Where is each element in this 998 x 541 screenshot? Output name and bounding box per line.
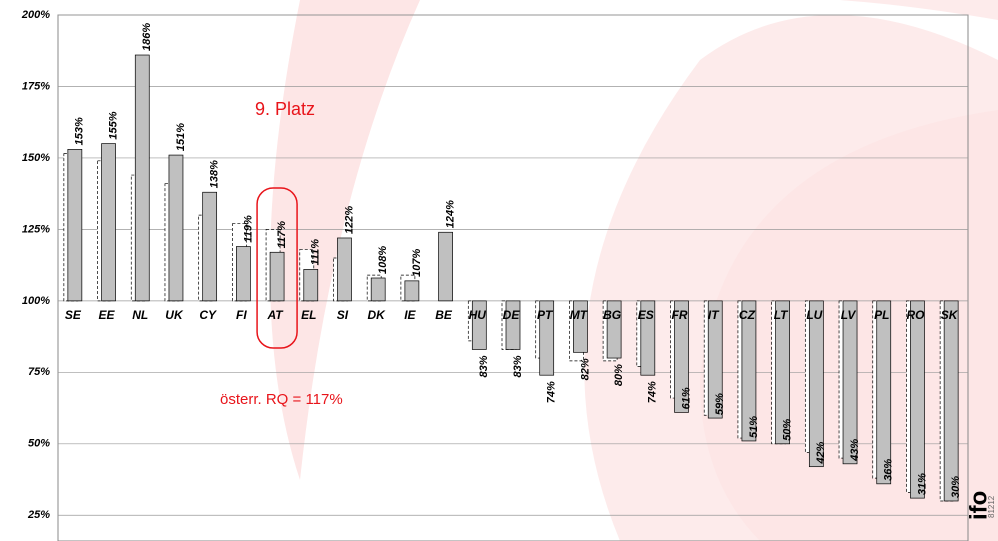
data-label: 122% [343,206,355,234]
x-tick-label: SI [337,308,349,322]
data-label: 43% [849,439,861,462]
x-tick-label: NL [132,308,148,322]
bar [707,300,723,419]
code: 81212 [987,495,996,518]
data-label: 51% [748,416,760,438]
data-label: 31% [916,473,928,495]
bar [236,246,251,302]
x-tick-label: PT [537,308,554,322]
x-tick-label: EE [99,308,116,322]
x-tick-label: CZ [739,308,756,322]
data-label: 124% [444,200,456,228]
y-tick-label: 200% [21,9,50,21]
annotation: österr. RQ = 117% [220,391,343,408]
annotation: 9. Platz [255,99,315,119]
bar [674,300,689,413]
bar [640,300,656,376]
bar [101,143,116,302]
data-label: 138% [209,160,221,188]
bar [606,300,622,359]
data-label: 42% [815,441,827,464]
bar [202,191,218,302]
x-tick-label: FR [672,308,688,322]
x-tick-label: SE [65,308,82,322]
data-label: 108% [377,246,389,274]
x-tick-label: IE [404,308,416,322]
bar [808,300,824,468]
data-label: 74% [647,381,659,403]
x-tick-label: BE [435,308,453,322]
data-label: 119% [242,215,254,243]
x-tick-label: MT [570,308,589,322]
bar [876,300,892,485]
bar [775,300,790,445]
x-tick-label: LV [841,308,857,322]
y-tick-label: 150% [22,152,50,164]
x-tick-label: HU [469,308,487,322]
bar [471,300,487,350]
x-tick-label: DK [368,308,387,322]
data-label: 107% [411,249,423,277]
data-label: 82% [579,358,591,380]
data-label: 83% [478,355,490,377]
x-tick-label: SK [941,308,959,322]
bar [438,231,453,302]
x-tick-label: CY [199,308,217,322]
bar [910,300,925,499]
data-label: 153% [74,117,86,145]
y-tick-label: 50% [28,438,50,450]
bar [539,300,555,376]
bar [505,300,521,350]
logo: ifo [965,491,992,520]
x-tick-label: PL [874,308,889,322]
data-label: 50% [782,419,794,441]
x-tick-label: EL [301,308,316,322]
bar [337,237,352,302]
bar [842,300,858,465]
data-label: 83% [512,355,524,377]
bar [404,280,420,302]
bar [303,269,319,302]
y-tick-label: 100% [22,295,50,307]
x-tick-label: BG [603,308,621,322]
data-label: 61% [680,387,692,409]
bar [269,251,285,302]
bar [168,154,184,302]
x-tick-label: IT [708,308,720,322]
bar [943,300,959,502]
bar [67,149,83,302]
x-tick-label: RO [906,308,925,322]
data-label: 186% [141,23,153,51]
y-tick-label: 125% [22,223,50,235]
x-tick-label: UK [165,308,184,322]
x-tick-label: ES [638,308,654,322]
data-label: 155% [107,111,119,139]
data-label: 111% [310,239,322,266]
bar [370,277,386,302]
bar [134,54,150,302]
data-label: 74% [546,381,558,403]
y-tick-label: 25% [27,509,50,521]
data-label: 117% [276,221,288,249]
data-label: 36% [883,459,895,481]
y-tick-label: 75% [28,366,50,378]
x-tick-label: DE [503,308,521,322]
x-tick-label: LU [806,308,822,322]
x-tick-label: FI [236,308,247,322]
bar [741,300,757,442]
x-tick-label: LT [774,308,789,322]
data-label: 151% [175,123,187,151]
x-tick-label: AT [267,308,285,322]
data-label: 59% [714,393,726,415]
highlight [256,187,298,349]
y-tick-label: 175% [22,80,50,92]
data-label: 80% [613,364,625,386]
data-label: 30% [950,476,962,498]
bar [573,300,588,353]
